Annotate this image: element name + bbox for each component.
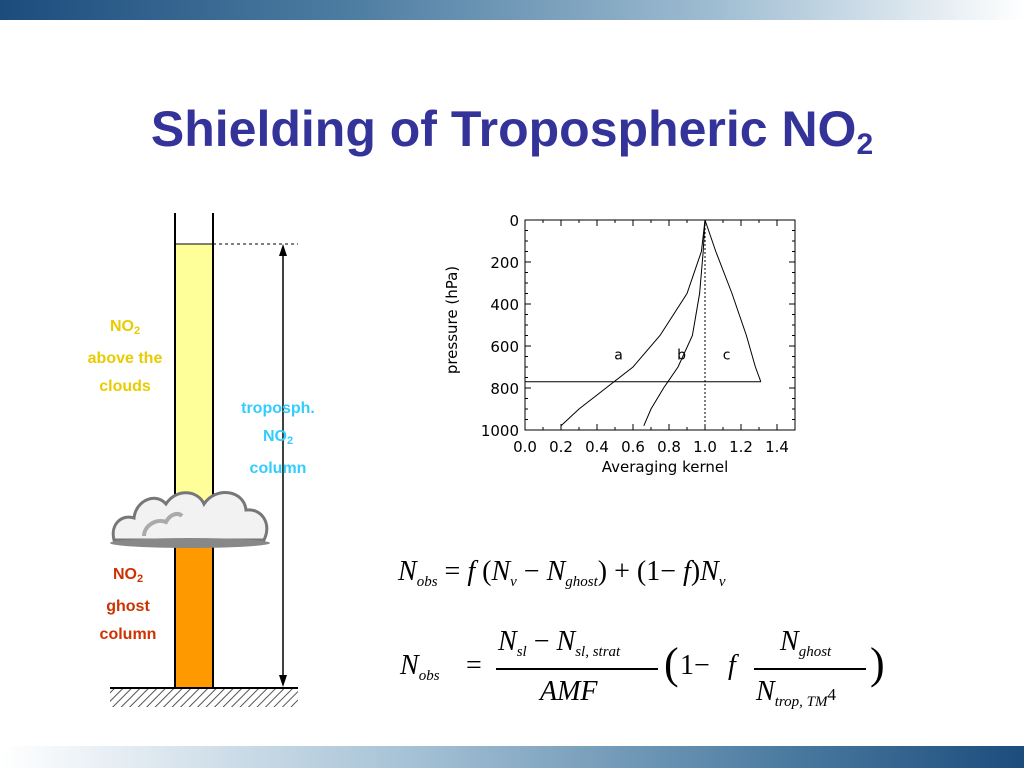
eq2-minus: −: [533, 626, 550, 657]
ghost-label-line2: ghost: [106, 598, 150, 615]
eq2-sl: sl: [516, 644, 527, 660]
eq2-lparen: (: [664, 639, 679, 688]
eq2-obs: obs: [418, 668, 440, 684]
x-tick-label: 1.0: [693, 438, 717, 456]
eq2-ghost: ghost: [798, 644, 832, 660]
title-text: Shielding of Tropospheric NO: [150, 101, 857, 157]
eq2-tm: , TM: [799, 694, 828, 710]
series-label-c: c: [723, 347, 731, 363]
ground-hatch: [110, 689, 298, 707]
ghost-label-no: NO: [112, 566, 137, 583]
plot-frame: [524, 219, 796, 431]
above-label-line3: clouds: [99, 378, 151, 395]
equation-2: Nobs = Nsl − Nsl, strat AMF ( 1− f Nghos…: [398, 626, 898, 716]
x-tick-label: 0.8: [657, 438, 681, 456]
ghost-label-sub: 2: [136, 573, 144, 585]
eq1-v2: v: [718, 574, 726, 590]
y-tick-label: 1000: [481, 422, 519, 440]
eq2-N-slstrat: N: [556, 626, 576, 657]
troposph-no2-column-label: troposph. NO2 column: [219, 395, 337, 483]
eq1-plus: +: [614, 556, 630, 587]
no2-above-clouds-label: NO2 above the clouds: [66, 313, 184, 401]
eq2-N: N: [400, 650, 419, 681]
eq2-N-trop: N: [756, 676, 775, 707]
eq2-sl-strat: sl, strat: [575, 644, 621, 660]
tropo-label-line1: troposph.: [241, 400, 315, 417]
eq2-equals: =: [466, 650, 482, 681]
eq2-four: 4: [827, 685, 836, 704]
x-tick-label: 1.2: [729, 438, 753, 456]
eq1-obs: obs: [416, 574, 438, 590]
eq1-rparen: ): [597, 556, 608, 587]
eq1-N2: N: [491, 556, 511, 587]
eq1-lparen: (: [482, 556, 492, 587]
y-tick-label: 0: [509, 212, 519, 230]
eq2-f: f: [728, 650, 736, 681]
y-tick-label: 400: [490, 296, 519, 314]
no2-ghost-fill: [176, 542, 213, 687]
tropo-label-sub: 2: [286, 435, 294, 447]
x-tick-label: 0.0: [513, 438, 537, 456]
y-tick-label: 600: [490, 338, 519, 356]
eq1-N3: N: [546, 556, 566, 587]
y-tick-label: 800: [490, 380, 519, 398]
eq1-one-lparen: (1: [636, 556, 661, 587]
tropo-label-line3: column: [249, 460, 307, 477]
eq2-fraction-bar-1: [496, 668, 658, 670]
no2-ghost-column-label: NO2 ghost column: [70, 561, 186, 649]
eq1-minus2: −: [660, 556, 677, 587]
eq2-trop: trop: [774, 694, 800, 710]
eq2-N-ghost: N: [780, 626, 799, 657]
eq1-N4: N: [700, 556, 719, 587]
eq1-N: N: [398, 556, 417, 587]
title-subscript: 2: [856, 128, 874, 161]
x-tick-label: 0.4: [585, 438, 609, 456]
series-label-a: a: [614, 347, 623, 363]
eq1-equals: =: [444, 556, 461, 587]
eq1-minus: −: [523, 556, 540, 587]
eq2-one-minus: 1−: [680, 650, 710, 681]
cloud-icon: [110, 491, 270, 548]
x-tick-label: 1.4: [765, 438, 789, 456]
eq1-v: v: [510, 574, 517, 590]
tropo-label-no: NO: [262, 428, 287, 445]
eq1-f: f: [467, 556, 476, 587]
eq1-ghost: ghost: [565, 574, 598, 590]
series-label-b: b: [677, 347, 686, 363]
above-label-sub: 2: [133, 325, 141, 337]
y-tick-label: 200: [490, 254, 519, 272]
tropo-arrow-head-up: [279, 244, 287, 256]
column-diagram: [110, 213, 298, 707]
slide-title: Shielding of Tropospheric NO2: [0, 100, 1024, 162]
eq2-amf: AMF: [540, 676, 598, 707]
eq2-fraction-bar-2: [754, 668, 866, 670]
eq2-rparen: ): [870, 639, 885, 688]
series-line-b: [643, 219, 706, 426]
x-axis-label: Averaging kernel: [602, 458, 729, 476]
top-gradient-bar: [0, 0, 1024, 20]
x-tick-label: 0.2: [549, 438, 573, 456]
equation-1: Nobs = f (Nv − Nghost) + (1− f)Nv: [398, 556, 726, 591]
series-line-a: [560, 219, 706, 427]
eq1-f2: f: [683, 556, 691, 587]
above-label-no: NO: [109, 318, 134, 335]
eq1-rparen2: ): [690, 556, 701, 587]
eq2-N-sl: N: [498, 626, 517, 657]
bottom-gradient-bar: [0, 746, 1024, 768]
ghost-label-line3: column: [99, 626, 157, 643]
y-axis-label: pressure (hPa): [443, 266, 461, 374]
x-tick-label: 0.6: [621, 438, 645, 456]
series-line-c: [704, 219, 762, 382]
tropo-arrow-head-down: [279, 675, 287, 687]
above-label-line2: above the: [87, 350, 163, 367]
